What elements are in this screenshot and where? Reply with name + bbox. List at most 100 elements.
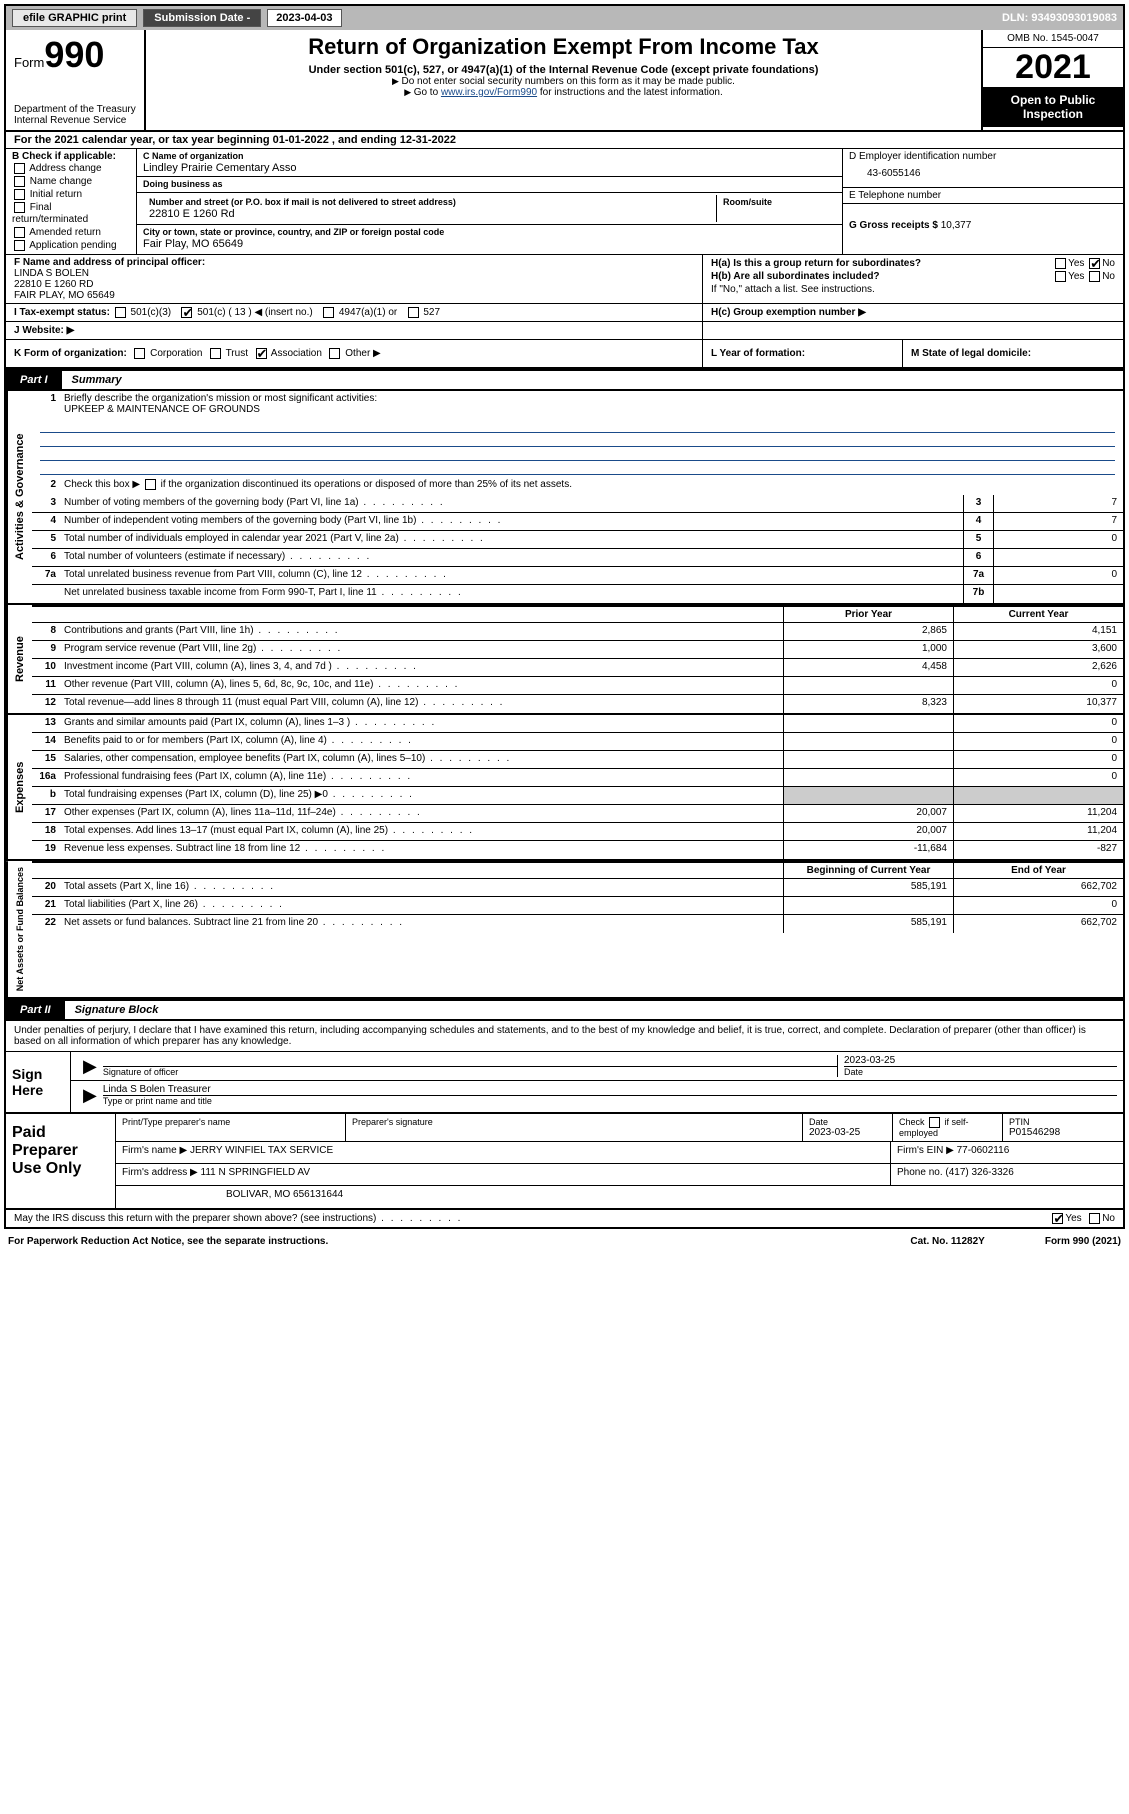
hb-no-checkbox[interactable] [1089,271,1100,282]
sign-here-label: Sign Here [6,1052,71,1112]
city-value: Fair Play, MO 65649 [143,238,836,250]
chk-address-change[interactable]: Address change [12,162,130,175]
firm-phone: (417) 326-3326 [945,1167,1013,1178]
ssn-warning: Do not enter social security numbers on … [154,76,973,87]
dba-hint: Doing business as [143,179,223,189]
header-right: OMB No. 1545-0047 2021 Open to Public In… [983,30,1123,130]
501c-label: 501(c) ( 13 ) ◀ (insert no.) [197,307,313,318]
summary-line: 16aProfessional fundraising fees (Part I… [32,769,1123,787]
tax-exempt-label: I Tax-exempt status: [14,307,110,318]
hdr-end: End of Year [953,863,1123,878]
chk-final-return[interactable]: Final return/terminated [12,201,130,225]
sig-name: Linda S Bolen Treasurer [103,1084,1117,1095]
row-a-tax-year: For the 2021 calendar year, or tax year … [6,132,1123,149]
501c3-checkbox[interactable] [115,307,126,318]
sig-arrow-icon: ▶ [77,1056,103,1077]
chk-name-change-label: Name change [30,176,92,187]
irs-discuss-row: May the IRS discuss this return with the… [6,1210,1123,1227]
firm-ein: 77-0602116 [957,1145,1010,1156]
year-formation-label: L Year of formation: [711,348,805,359]
sig-name-hint: Type or print name and title [103,1095,1117,1106]
527-label: 527 [423,307,440,318]
chk-name-change[interactable]: Name change [12,175,130,188]
ein-value: 43-6055146 [849,162,1117,185]
dln: DLN: 93493093019083 [1002,12,1117,24]
ha-no-checkbox[interactable] [1089,258,1100,269]
hdr-current-year: Current Year [953,607,1123,622]
summary-rev: Revenue Prior Year Current Year 8Contrib… [6,605,1123,715]
org-name: Lindley Prairie Cementary Asso [143,162,836,174]
website-label: J Website: ▶ [14,325,74,336]
ha-line: H(a) Is this a group return for subordin… [711,257,1115,270]
prep-sig-hint: Preparer's signature [352,1117,796,1127]
col-b-label: B Check if applicable: [12,151,130,162]
subdate-label-text: Submission Date - [154,12,250,24]
firm-name-label: Firm's name ▶ [122,1145,190,1156]
dln-value: 93493093019083 [1031,12,1117,24]
corp-checkbox[interactable] [134,348,145,359]
col-b: B Check if applicable: Address change Na… [6,149,136,254]
officer-addr1: 22810 E 1260 RD [14,279,694,290]
col-d: D Employer identification number 43-6055… [843,149,1123,254]
side-label-exp: Expenses [6,715,32,859]
ha-yes-checkbox[interactable] [1055,258,1066,269]
hb-line: H(b) Are all subordinates included? Yes … [711,270,1115,283]
discuss-yes-checkbox[interactable] [1052,1213,1063,1224]
chk-amended-return[interactable]: Amended return [12,226,130,239]
mission-prompt: Briefly describe the organization's miss… [64,393,377,404]
self-employed-checkbox[interactable] [929,1117,940,1128]
dln-label: DLN: [1002,12,1031,24]
ein-hint: D Employer identification number [849,151,996,162]
other-checkbox[interactable] [329,348,340,359]
summary-na: Net Assets or Fund Balances Beginning of… [6,861,1123,999]
part-i-header: Part I Summary [6,369,1123,391]
discontinued-checkbox[interactable] [145,479,156,490]
501c-checkbox[interactable] [181,307,192,318]
row-j: J Website: ▶ [6,322,1123,340]
public-inspection: Open to Public Inspection [983,87,1123,127]
summary-line: 11Other revenue (Part VIII, column (A), … [32,677,1123,695]
prep-date: 2023-03-25 [809,1127,860,1138]
discuss-no-label: No [1102,1213,1115,1224]
org-name-hint: C Name of organization [143,151,244,161]
hb-yes-checkbox[interactable] [1055,271,1066,282]
goto-post: for instructions and the latest informat… [537,87,723,98]
summary-line: Net unrelated business taxable income fr… [32,585,1123,603]
irs-discuss-q: May the IRS discuss this return with the… [14,1213,1050,1224]
4947-checkbox[interactable] [323,307,334,318]
hc-label: H(c) Group exemption number ▶ [711,307,866,318]
chk-initial-return[interactable]: Initial return [12,188,130,201]
mission-lines [32,417,1123,477]
discuss-no-checkbox[interactable] [1089,1213,1100,1224]
submission-date-label: Submission Date - [143,9,261,27]
part-ii-header: Part II Signature Block [6,999,1123,1021]
col-c: C Name of organization Lindley Prairie C… [136,149,843,254]
chk-app-pending-label: Application pending [29,240,116,251]
firm-addr: 111 N SPRINGFIELD AV [201,1167,310,1178]
assoc-checkbox[interactable] [256,348,267,359]
527-checkbox[interactable] [408,307,419,318]
cat-no: Cat. No. 11282Y [910,1236,984,1247]
form-subtitle: Under section 501(c), 527, or 4947(a)(1)… [154,64,973,76]
chk-initial-return-label: Initial return [30,189,82,200]
gross-receipts-label: G Gross receipts $ [849,220,941,231]
discuss-yes-label: Yes [1065,1213,1081,1224]
efile-print-button[interactable]: efile GRAPHIC print [12,9,137,27]
side-label-ag: Activities & Governance [6,391,32,603]
chk-app-pending[interactable]: Application pending [12,239,130,252]
officer-name: LINDA S BOLEN [14,268,694,279]
summary-line: 12Total revenue—add lines 8 through 11 (… [32,695,1123,713]
sig-date-hint: Date [844,1066,1117,1077]
trust-checkbox[interactable] [210,348,221,359]
goto-pre: Go to [414,87,441,98]
4947-label: 4947(a)(1) or [339,307,397,318]
chk-address-change-label: Address change [29,163,101,174]
hb-yes-label: Yes [1068,271,1084,282]
firm-ein-label: Firm's EIN ▶ [897,1145,957,1156]
summary-line: 17Other expenses (Part IX, column (A), l… [32,805,1123,823]
sign-here-block: Sign Here ▶ Signature of officer 2023-03… [6,1052,1123,1114]
prep-date-hint: Date [809,1117,886,1127]
irs-form990-link[interactable]: www.irs.gov/Form990 [441,87,537,98]
summary-line: 14Benefits paid to or for members (Part … [32,733,1123,751]
hb-label: H(b) Are all subordinates included? [711,271,880,282]
